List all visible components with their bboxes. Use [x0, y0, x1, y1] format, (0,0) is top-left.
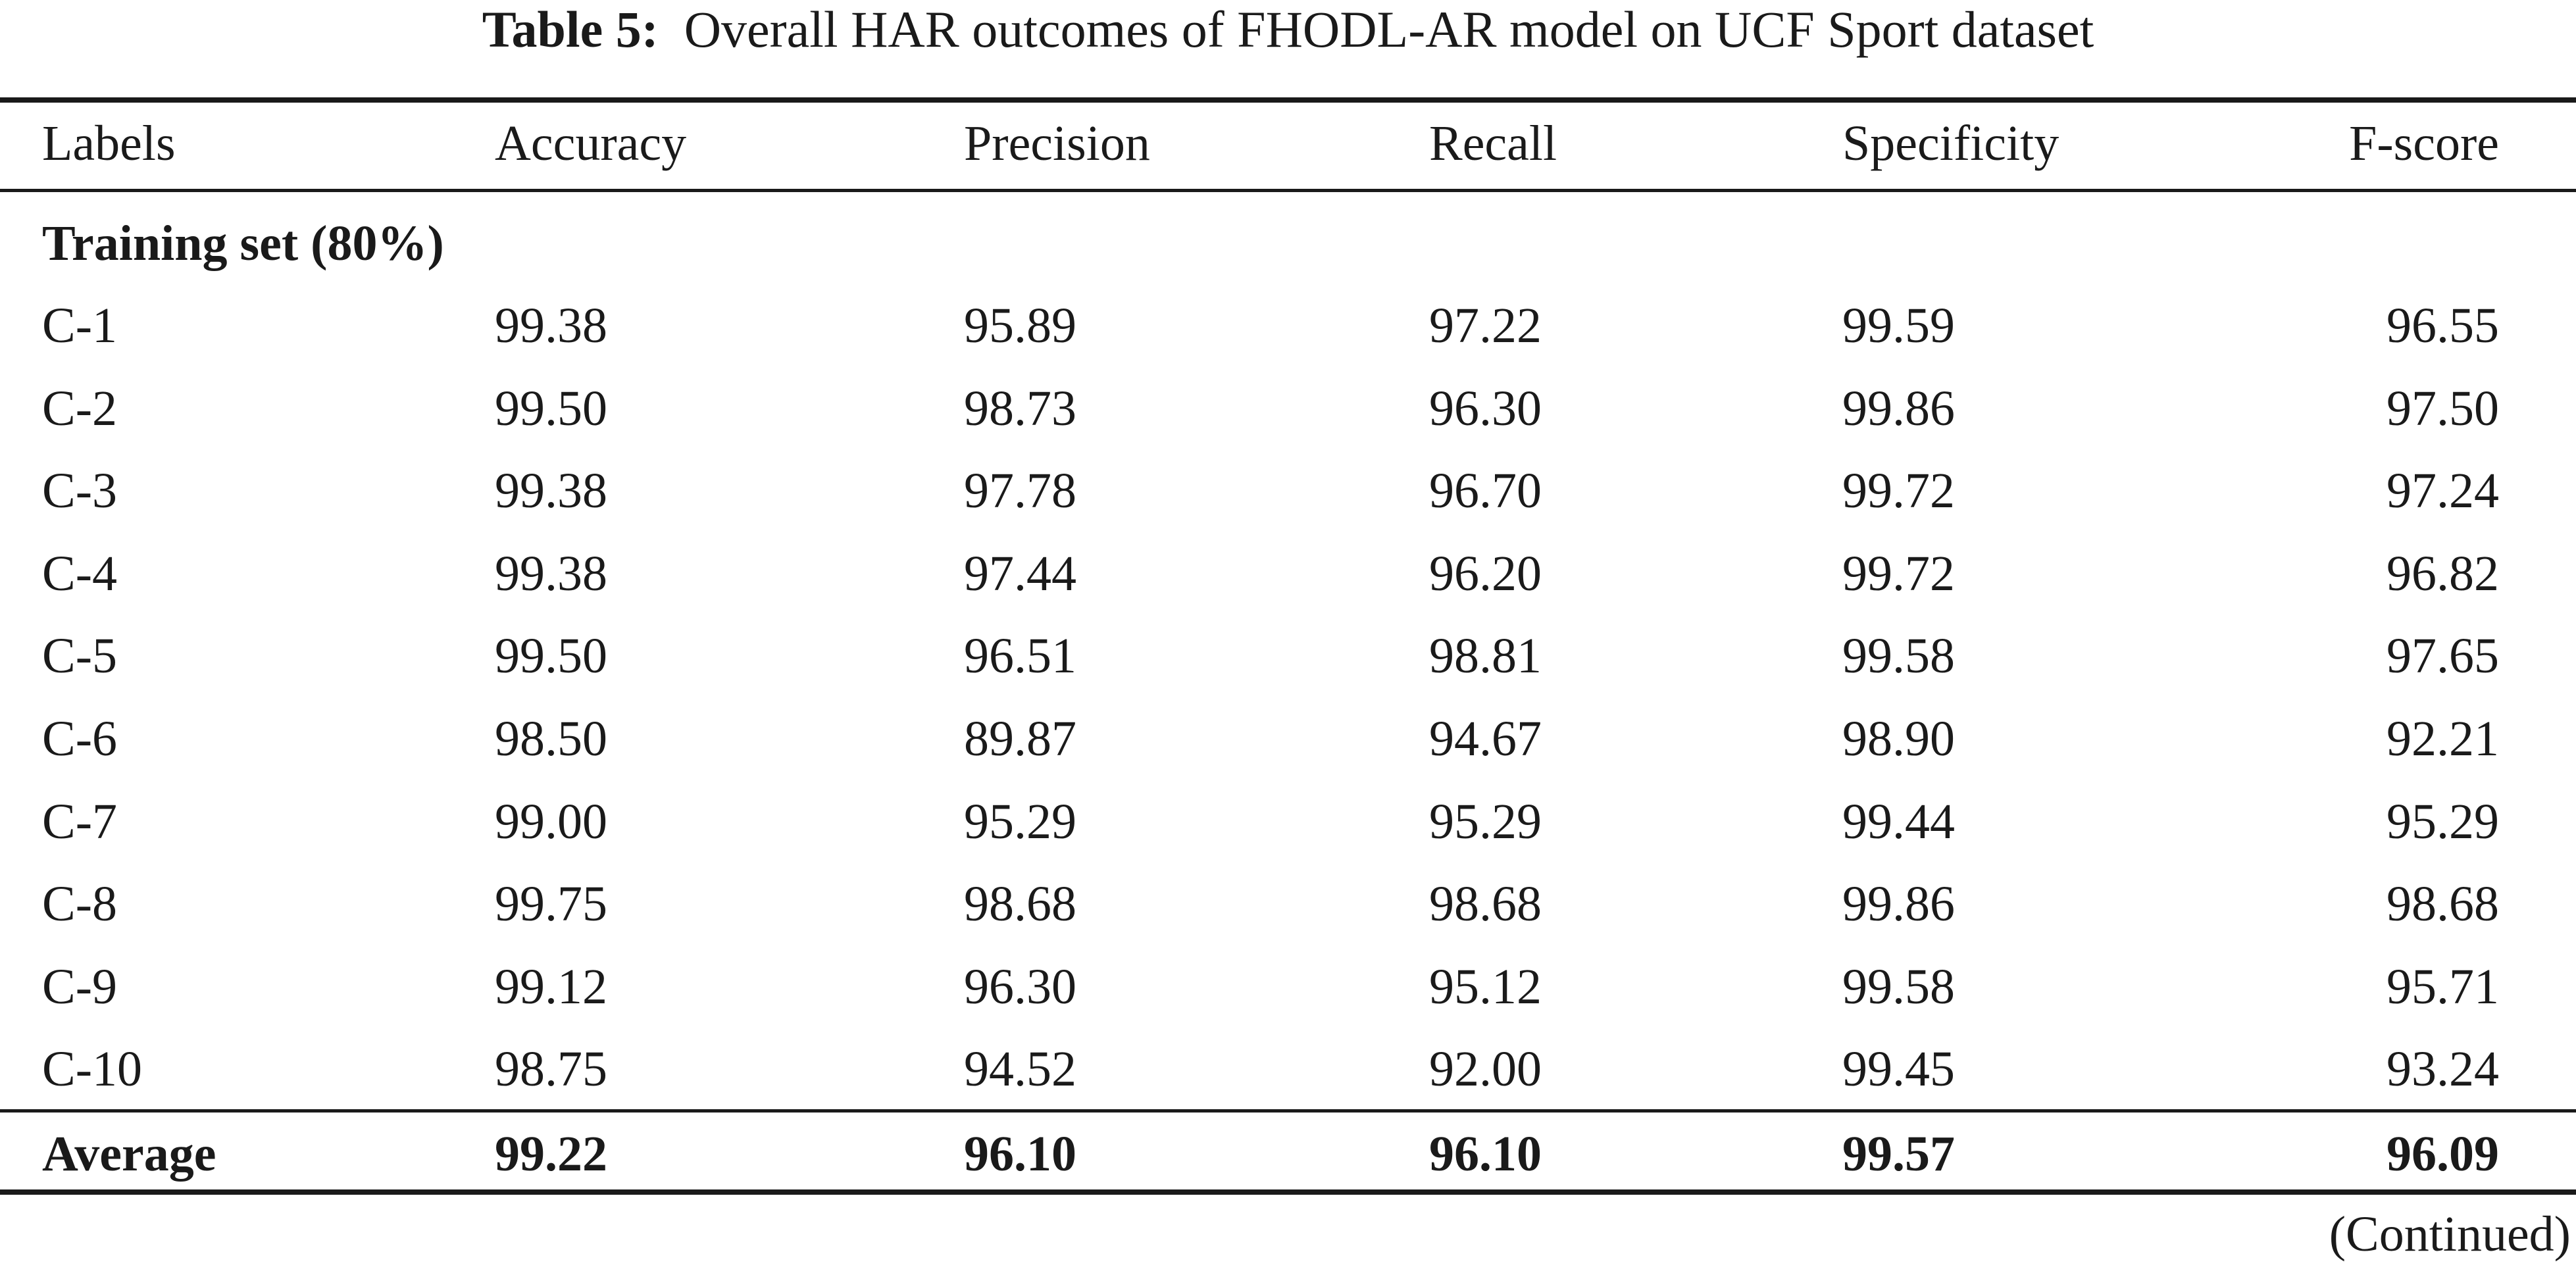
cell-f-score: 96.82 [2387, 546, 2499, 601]
cell-specificity: 99.72 [1842, 463, 1955, 518]
average-precision: 96.10 [964, 1126, 1076, 1182]
cell-specificity: 99.45 [1842, 1041, 1955, 1097]
table-row: C-10 98.75 94.52 92.00 99.45 93.24 [0, 1036, 2576, 1102]
table-bottom-rule [0, 1189, 2576, 1195]
cell-recall: 96.70 [1429, 463, 1542, 518]
cell-accuracy: 99.38 [495, 546, 607, 601]
average-label: Average [42, 1126, 216, 1182]
header-recall: Recall [1429, 116, 1557, 171]
average-recall: 96.10 [1429, 1126, 1542, 1182]
cell-label: C-3 [42, 463, 117, 518]
cell-label: C-5 [42, 628, 117, 684]
cell-specificity: 98.90 [1842, 711, 1955, 766]
cell-precision: 98.73 [964, 381, 1076, 436]
table-average-row: Average 99.22 96.10 96.10 99.57 96.09 [0, 1121, 2576, 1187]
table-row: C-8 99.75 98.68 98.68 99.86 98.68 [0, 871, 2576, 937]
cell-recall: 96.20 [1429, 546, 1542, 601]
cell-specificity: 99.44 [1842, 794, 1955, 849]
cell-f-score: 93.24 [2387, 1041, 2499, 1097]
header-f-score: F-score [2349, 116, 2499, 171]
table-header-row: Labels Accuracy Precision Recall Specifi… [0, 111, 2576, 176]
table-header-rule [0, 189, 2576, 192]
cell-accuracy: 99.75 [495, 876, 607, 932]
cell-precision: 96.30 [964, 959, 1076, 1014]
cell-recall: 98.81 [1429, 628, 1542, 684]
cell-precision: 97.44 [964, 546, 1076, 601]
cell-label: C-4 [42, 546, 117, 601]
cell-precision: 95.29 [964, 794, 1076, 849]
cell-f-score: 95.71 [2387, 959, 2499, 1014]
cell-specificity: 99.86 [1842, 381, 1955, 436]
header-precision: Precision [964, 116, 1150, 171]
section-title-row: Training set (80%) [0, 211, 2576, 276]
cell-precision: 89.87 [964, 711, 1076, 766]
cell-specificity: 99.58 [1842, 959, 1955, 1014]
cell-label: C-7 [42, 794, 117, 849]
cell-accuracy: 98.75 [495, 1041, 607, 1097]
cell-label: C-10 [42, 1041, 142, 1097]
cell-label: C-8 [42, 876, 117, 932]
cell-label: C-2 [42, 381, 117, 436]
table-top-rule [0, 97, 2576, 103]
table-caption-label: Table 5: [482, 1, 659, 58]
table-average-rule [0, 1109, 2576, 1112]
cell-accuracy: 98.50 [495, 711, 607, 766]
cell-specificity: 99.58 [1842, 628, 1955, 684]
cell-accuracy: 99.12 [495, 959, 607, 1014]
cell-recall: 92.00 [1429, 1041, 1542, 1097]
cell-recall: 97.22 [1429, 298, 1542, 353]
cell-accuracy: 99.00 [495, 794, 607, 849]
cell-accuracy: 99.38 [495, 298, 607, 353]
average-f-score: 96.09 [2387, 1126, 2499, 1182]
table-row: C-2 99.50 98.73 96.30 99.86 97.50 [0, 376, 2576, 441]
cell-specificity: 99.59 [1842, 298, 1955, 353]
table-row: C-5 99.50 96.51 98.81 99.58 97.65 [0, 623, 2576, 689]
cell-recall: 95.12 [1429, 959, 1542, 1014]
cell-accuracy: 99.50 [495, 628, 607, 684]
cell-accuracy: 99.50 [495, 381, 607, 436]
cell-precision: 94.52 [964, 1041, 1076, 1097]
cell-f-score: 92.21 [2387, 711, 2499, 766]
table-row: C-1 99.38 95.89 97.22 99.59 96.55 [0, 293, 2576, 359]
cell-label: C-1 [42, 298, 117, 353]
cell-label: C-9 [42, 959, 117, 1014]
header-accuracy: Accuracy [495, 116, 687, 171]
average-accuracy: 99.22 [495, 1126, 607, 1182]
cell-recall: 95.29 [1429, 794, 1542, 849]
cell-f-score: 97.24 [2387, 463, 2499, 518]
table-caption: Table 5: Overall HAR outcomes of FHODL-A… [0, 0, 2576, 59]
cell-f-score: 95.29 [2387, 794, 2499, 849]
header-labels: Labels [42, 116, 176, 171]
cell-specificity: 99.72 [1842, 546, 1955, 601]
cell-precision: 98.68 [964, 876, 1076, 932]
cell-label: C-6 [42, 711, 117, 766]
table-row: C-4 99.38 97.44 96.20 99.72 96.82 [0, 541, 2576, 607]
cell-f-score: 97.65 [2387, 628, 2499, 684]
table-row: C-6 98.50 89.87 94.67 98.90 92.21 [0, 706, 2576, 772]
cell-recall: 94.67 [1429, 711, 1542, 766]
section-title: Training set (80%) [42, 216, 444, 271]
continued-note: (Continued) [2329, 1207, 2571, 1262]
table-row: C-9 99.12 96.30 95.12 99.58 95.71 [0, 954, 2576, 1020]
average-specificity: 99.57 [1842, 1126, 1955, 1182]
cell-recall: 98.68 [1429, 876, 1542, 932]
cell-f-score: 96.55 [2387, 298, 2499, 353]
cell-precision: 95.89 [964, 298, 1076, 353]
cell-precision: 97.78 [964, 463, 1076, 518]
cell-recall: 96.30 [1429, 381, 1542, 436]
cell-accuracy: 99.38 [495, 463, 607, 518]
table-row: C-3 99.38 97.78 96.70 99.72 97.24 [0, 458, 2576, 524]
cell-f-score: 97.50 [2387, 381, 2499, 436]
cell-precision: 96.51 [964, 628, 1076, 684]
table-caption-text: Overall HAR outcomes of FHODL-AR model o… [684, 1, 2094, 58]
cell-specificity: 99.86 [1842, 876, 1955, 932]
table-row: C-7 99.00 95.29 95.29 99.44 95.29 [0, 789, 2576, 855]
cell-f-score: 98.68 [2387, 876, 2499, 932]
header-specificity: Specificity [1842, 116, 2059, 171]
